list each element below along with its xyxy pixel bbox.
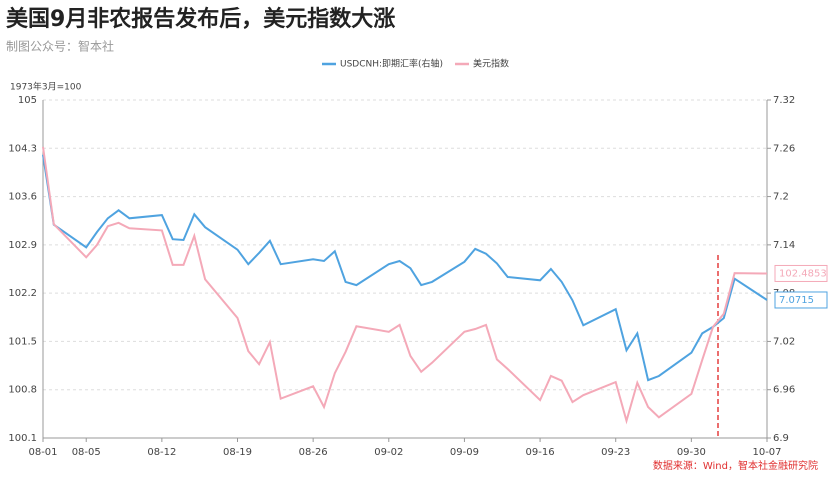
y2-tick-label: 7.2 bbox=[773, 192, 789, 203]
series-line bbox=[42, 146, 768, 425]
y2-tick-label: 7.32 bbox=[773, 95, 795, 106]
y-tick-label: 100.1 bbox=[8, 433, 37, 444]
x-tick-label: 09-30 bbox=[677, 447, 706, 458]
x-tick-label: 08-01 bbox=[28, 447, 57, 458]
y2-tick-label: 7.02 bbox=[773, 336, 795, 347]
y2-tick-label: 6.9 bbox=[773, 433, 789, 444]
end-label-box bbox=[774, 291, 828, 309]
legend-label: USDCNH:即期汇率(右轴) bbox=[340, 58, 443, 70]
source-note: 数据来源：Wind，智本社金融研究院 bbox=[653, 459, 818, 472]
x-tick-label: 10-07 bbox=[752, 447, 781, 458]
end-label: 7.0715 bbox=[779, 295, 814, 306]
end-label-box bbox=[774, 264, 828, 282]
y-tick-label: 104.3 bbox=[8, 143, 37, 154]
y-tick-label: 101.5 bbox=[8, 336, 37, 347]
series-line bbox=[42, 154, 768, 382]
chart-subtitle: 制图公众号：智本社 bbox=[6, 39, 114, 54]
x-tick-label: 09-02 bbox=[374, 447, 403, 458]
y-axis-label: 1973年3月=100 bbox=[10, 81, 82, 93]
x-tick-label: 09-23 bbox=[601, 447, 630, 458]
y-tick-label: 102.9 bbox=[8, 240, 37, 251]
y2-tick-label: 7.14 bbox=[773, 240, 795, 251]
y-tick-label: 103.6 bbox=[8, 192, 37, 203]
chart-title: 美国9月非农报告发布后，美元指数大涨 bbox=[6, 6, 395, 32]
x-tick-label: 08-12 bbox=[147, 447, 176, 458]
end-label: 102.4853 bbox=[779, 268, 827, 279]
y-tick-label: 105 bbox=[18, 95, 37, 106]
y-tick-label: 102.2 bbox=[8, 288, 37, 299]
x-tick-label: 09-09 bbox=[450, 447, 479, 458]
y-tick-label: 100.8 bbox=[8, 385, 37, 396]
y2-tick-label: 7.26 bbox=[773, 143, 795, 154]
legend-label: 美元指数 bbox=[473, 58, 509, 70]
x-tick-label: 08-26 bbox=[299, 447, 328, 458]
x-tick-label: 09-16 bbox=[526, 447, 555, 458]
x-tick-label: 08-05 bbox=[72, 447, 101, 458]
y2-tick-label: 6.96 bbox=[773, 385, 795, 396]
x-tick-label: 08-19 bbox=[223, 447, 252, 458]
